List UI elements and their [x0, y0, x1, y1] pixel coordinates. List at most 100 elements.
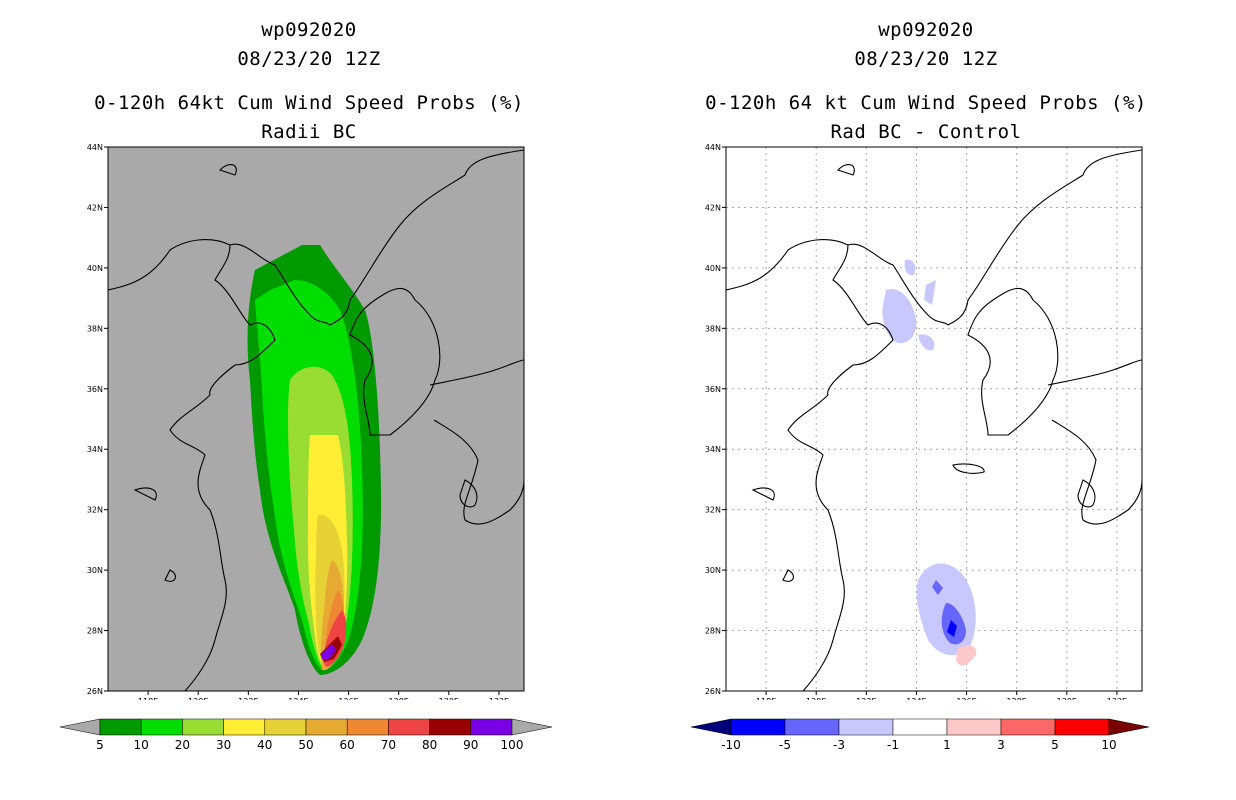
colorbar-box	[264, 718, 307, 736]
right-coastlines	[726, 149, 1142, 691]
lat-tick-label: 44N	[87, 143, 103, 152]
colorbar-box	[946, 718, 1002, 736]
lon-tick-label: 120E	[188, 697, 208, 700]
diff-neg-1-north-b	[918, 334, 935, 351]
colorbar-label: 10	[1101, 738, 1116, 752]
right-map-frame	[725, 146, 1143, 692]
colorbar-under-triangle	[690, 718, 732, 736]
left-lat-labels: 26N 28N 30N 32N 34N 36N 38N 40N 42N 44N	[87, 143, 108, 696]
lat-tick-label: 34N	[705, 445, 721, 454]
diff-neg-1-north-c	[904, 259, 916, 276]
lat-tick-label: 34N	[87, 445, 103, 454]
lon-tick-label: 130E	[439, 697, 459, 700]
colorbar-box	[470, 718, 513, 736]
lon-tick-label: 124E	[906, 697, 926, 700]
colorbar-label: 90	[463, 738, 478, 752]
lat-tick-label: 44N	[705, 143, 721, 152]
colorbar-label: 30	[216, 738, 231, 752]
diff-neg-1-north	[882, 289, 917, 344]
colorbar-label: 20	[175, 738, 190, 752]
lat-tick-label: 28N	[705, 627, 721, 636]
lon-tick-label: 122E	[856, 697, 876, 700]
right-subtitle: Rad BC - Control	[830, 121, 1022, 143]
lon-tick-label: 122E	[238, 697, 258, 700]
colorbar-label: 40	[257, 738, 272, 752]
colorbar-box	[182, 718, 224, 736]
lat-tick-label: 36N	[87, 385, 103, 394]
lon-tick-label: 126E	[338, 697, 358, 700]
colorbar-label: 1	[943, 738, 951, 752]
diff-neg-3-south-b	[932, 580, 943, 595]
colorbar-box	[730, 718, 786, 736]
lon-tick-label: 132E	[489, 697, 509, 700]
lon-tick-label: 126E	[956, 697, 976, 700]
colorbar-label: 10	[134, 738, 149, 752]
colorbar-under-triangle	[59, 718, 101, 736]
right-contours	[882, 259, 977, 666]
left-storm-id: wp092020	[261, 19, 357, 41]
lat-tick-label: 30N	[87, 566, 103, 575]
colorbar-label: 50	[298, 738, 313, 752]
left-lon-labels: 118E 120E 122E 124E 126E 128E 130E 132E	[138, 691, 509, 700]
colorbar-label: 70	[381, 738, 396, 752]
lat-tick-label: 26N	[87, 687, 103, 696]
right-grid	[726, 146, 1142, 692]
colorbar-label: 60	[340, 738, 355, 752]
colorbar-box	[223, 718, 266, 736]
colorbar-label: 5	[96, 738, 104, 752]
colorbar-label: -1	[887, 738, 899, 752]
colorbar-box	[305, 718, 348, 736]
left-product-title: 0-120h 64kt Cum Wind Speed Probs (%)	[94, 92, 524, 114]
diff-pos-1	[956, 645, 977, 666]
lat-tick-label: 38N	[705, 324, 721, 333]
colorbar-box	[1000, 718, 1056, 736]
lat-tick-label: 28N	[87, 627, 103, 636]
colorbar-label: 80	[422, 738, 437, 752]
colorbar-label: -5	[779, 738, 791, 752]
left-coastlines	[108, 149, 524, 691]
colorbar-label: -3	[833, 738, 845, 752]
lon-tick-label: 130E	[1057, 697, 1077, 700]
colorbar-label: 3	[997, 738, 1005, 752]
lat-tick-label: 30N	[705, 566, 721, 575]
right-lat-labels: 26N 28N 30N 32N 34N 36N 38N 40N 42N 44N	[705, 143, 726, 696]
colorbar-label: 100	[501, 738, 524, 752]
lat-tick-label: 38N	[87, 324, 103, 333]
right-lon-labels: 118E 120E 122E 124E 126E 128E 130E 132E	[756, 691, 1127, 700]
diff-neg-5-south	[947, 620, 957, 637]
lat-tick-label: 32N	[87, 506, 103, 515]
colorbar-label: 5	[1051, 738, 1059, 752]
right-colorbar: -10 -5 -3 -1 1 3 5 10	[690, 718, 1150, 752]
left-time: 08/23/20 12Z	[237, 48, 381, 70]
colorbar-box	[388, 718, 430, 736]
lat-tick-label: 40N	[705, 264, 721, 273]
colorbar-box	[838, 718, 894, 736]
lon-tick-label: 118E	[756, 697, 776, 700]
colorbar-over-triangle	[511, 718, 553, 736]
lon-tick-label: 118E	[138, 697, 158, 700]
right-product-title: 0-120h 64 kt Cum Wind Speed Probs (%)	[705, 92, 1147, 114]
colorbar-over-triangle	[1108, 718, 1150, 736]
left-contours	[247, 245, 382, 675]
colorbar-box	[892, 718, 948, 736]
contour-90	[321, 644, 336, 659]
diff-neg-1-north-d	[924, 280, 936, 305]
colorbar-box	[429, 718, 472, 736]
lon-tick-label: 128E	[389, 697, 409, 700]
colorbar-box	[140, 718, 183, 736]
left-colorbar: 5 10 20 30 40 50 60 70 80 90 100	[59, 718, 553, 752]
lat-tick-label: 42N	[705, 203, 721, 212]
colorbar-box	[1054, 718, 1110, 736]
lat-tick-label: 42N	[87, 203, 103, 212]
left-subtitle: Radii BC	[261, 121, 357, 143]
left-map-frame	[107, 146, 525, 692]
lon-tick-label: 128E	[1007, 697, 1027, 700]
colorbar-label: -10	[721, 738, 741, 752]
colorbar-box	[784, 718, 840, 736]
lat-tick-label: 26N	[705, 687, 721, 696]
lon-tick-label: 132E	[1107, 697, 1127, 700]
colorbar-box	[346, 718, 389, 736]
lat-tick-label: 36N	[705, 385, 721, 394]
